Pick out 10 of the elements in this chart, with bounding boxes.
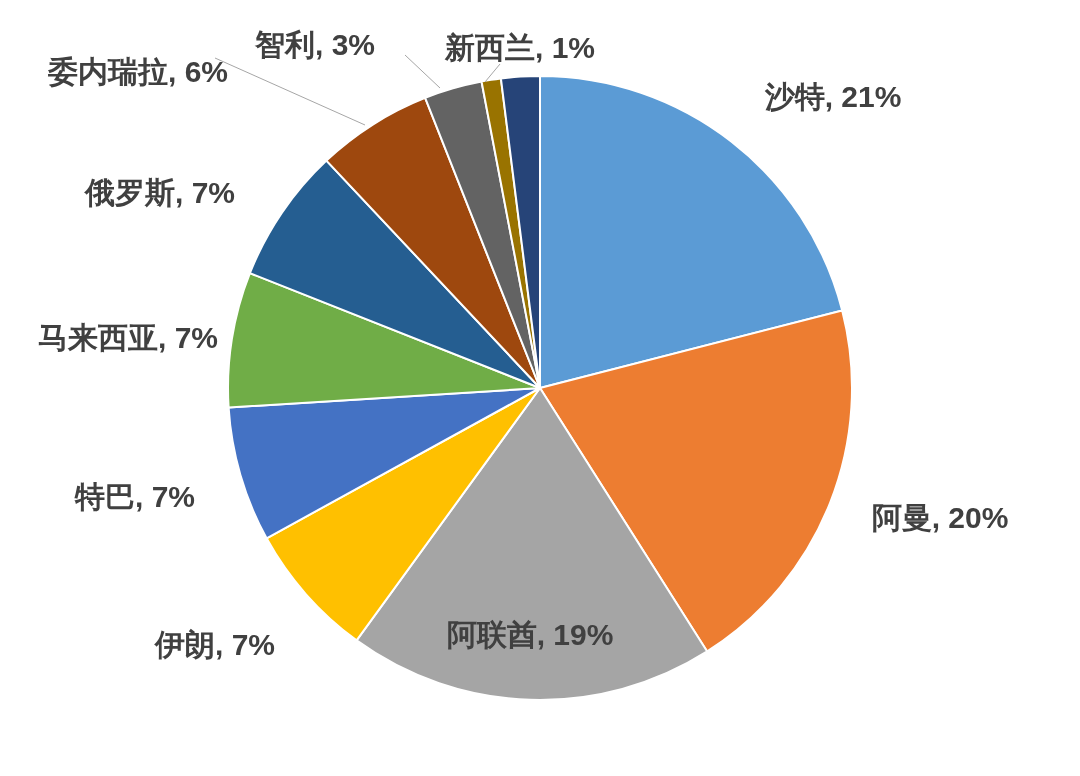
- slice-label: 马来西亚, 7%: [37, 320, 219, 356]
- slice-label: 俄罗斯, 7%: [84, 175, 236, 211]
- slice-label: 智利, 3%: [254, 27, 376, 63]
- slice-label: 委内瑞拉, 6%: [47, 54, 229, 90]
- slice-label: 阿联酋, 19%: [445, 617, 615, 653]
- slice-label: 伊朗, 7%: [154, 627, 276, 663]
- slice-label: 阿曼, 20%: [871, 500, 1009, 536]
- slice-label: 沙特, 21%: [764, 79, 902, 115]
- slice-label: 新西兰, 1%: [444, 30, 596, 66]
- slice-label: 特巴, 7%: [74, 479, 196, 515]
